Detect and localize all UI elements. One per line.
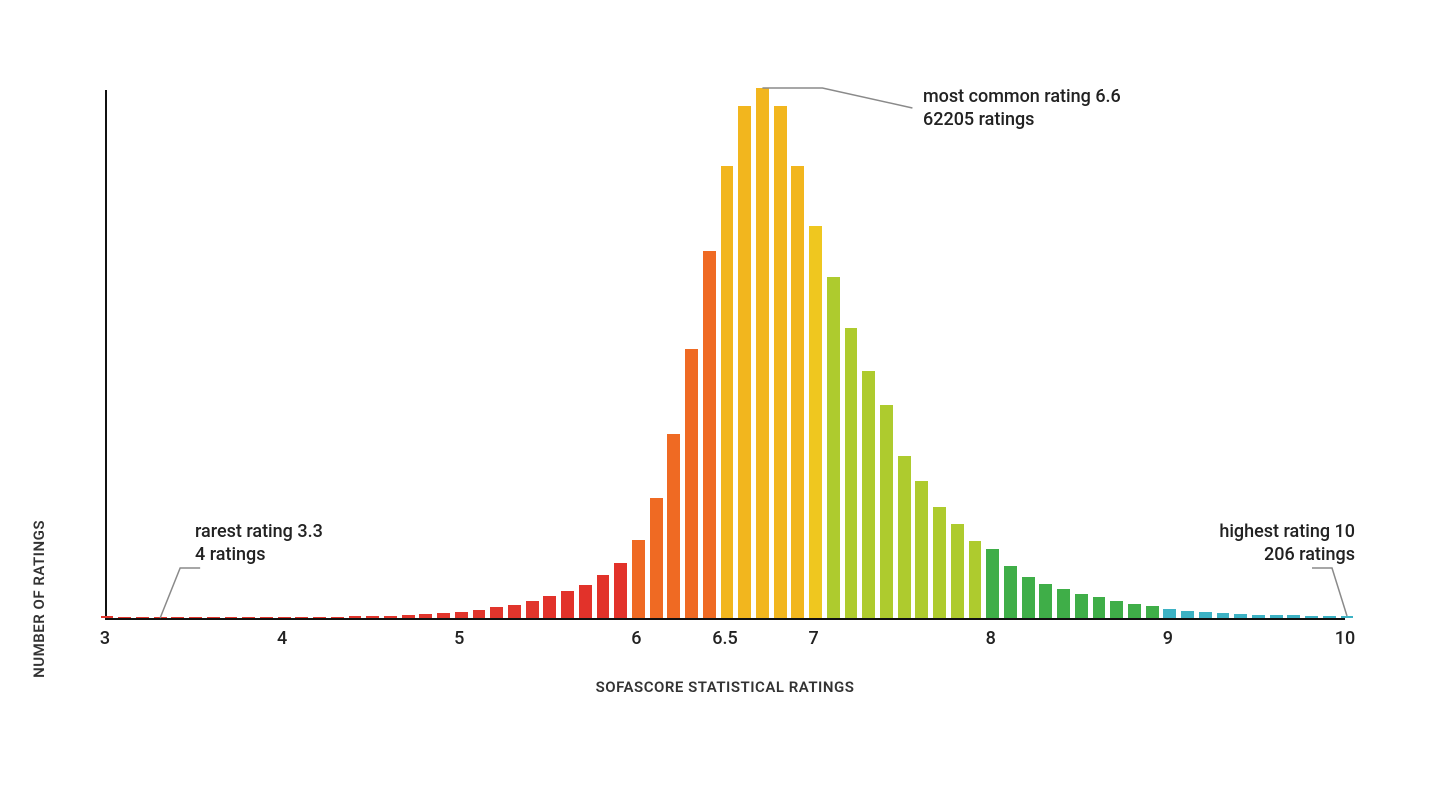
x-tick-label: 9 — [1163, 628, 1173, 649]
annotation-peak-line2: 62205 ratings — [923, 108, 1121, 131]
annotation-highest: highest rating 10 206 ratings — [1219, 520, 1355, 567]
x-tick-label: 7 — [808, 628, 818, 649]
x-tick-label: 5 — [454, 628, 464, 649]
annotation-peak: most common rating 6.6 62205 ratings — [923, 85, 1121, 132]
annotation-rarest-line2: 4 ratings — [195, 543, 323, 566]
x-tick-label: 4 — [277, 628, 287, 649]
x-tick-container: 34566.578910 — [105, 628, 1345, 658]
annotation-highest-line2: 206 ratings — [1219, 543, 1355, 566]
annotation-rarest: rarest rating 3.3 4 ratings — [195, 520, 323, 567]
x-tick-label: 3 — [100, 628, 110, 649]
x-tick-label: 10 — [1335, 628, 1355, 649]
y-axis-label: NUMBER OF RATINGS — [30, 520, 48, 678]
annotation-rarest-line1: rarest rating 3.3 — [195, 521, 323, 542]
x-tick-label: 6 — [631, 628, 641, 649]
x-tick-label: 8 — [986, 628, 996, 649]
x-tick-label: 6.5 — [712, 628, 737, 649]
annotation-highest-line1: highest rating 10 — [1219, 521, 1355, 542]
annotation-peak-line1: most common rating 6.6 — [923, 86, 1121, 107]
x-axis-label: SOFASCORE STATISTICAL RATINGS — [85, 678, 1365, 696]
rating-distribution-chart: NUMBER OF RATINGS 34566.578910 SOFASCORE… — [85, 90, 1365, 710]
